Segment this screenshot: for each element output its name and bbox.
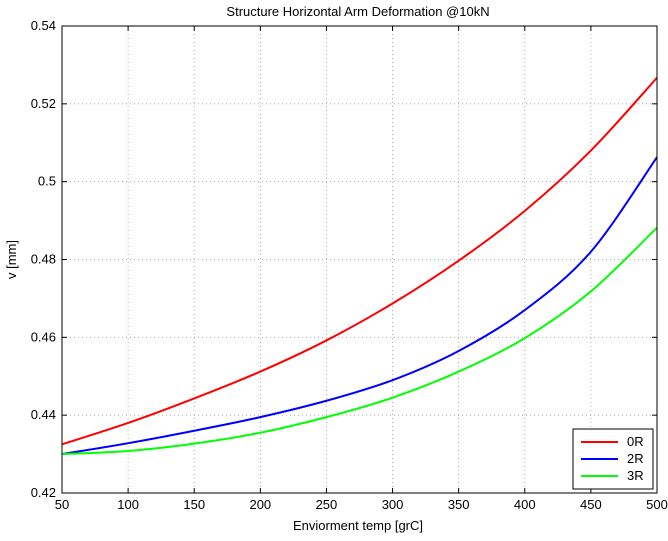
y-tick-label: 0.44 [31,407,56,422]
x-tick-label: 200 [249,497,271,512]
x-axis-label: Enviorment temp [grC] [293,518,423,533]
x-tick-label: 250 [316,497,338,512]
legend: 0R 2R 3R [572,428,654,490]
x-tick-label: 150 [183,497,205,512]
legend-label-2r: 2R [627,451,644,466]
y-tick-label: 0.54 [31,18,56,33]
x-tick-label: 300 [382,497,404,512]
x-tick-label: 350 [448,497,470,512]
y-tick-label: 0.48 [31,252,56,267]
legend-label-3r: 3R [627,468,644,483]
x-tick-label: 400 [514,497,536,512]
y-tick-label: 0.5 [38,174,56,189]
x-tick-label: 50 [55,497,69,512]
y-tick-label: 0.42 [31,485,56,500]
y-axis-tick-labels: 0.42 0.44 0.46 0.48 0.5 0.52 0.54 [31,18,56,500]
legend-label-0r: 0R [627,434,644,449]
y-tick-label: 0.46 [31,329,56,344]
series-line-0r [61,77,658,446]
x-tick-label: 500 [646,497,668,512]
x-tick-label: 100 [117,497,139,512]
chart-title: Structure Horizontal Arm Deformation @10… [226,4,489,19]
series-line-2r [61,156,658,456]
series-line-3r [61,226,658,456]
axis-ticks [61,25,658,494]
x-tick-label: 450 [580,497,602,512]
y-axis-label: v [mm] [4,240,19,279]
series-lines [61,77,658,456]
y-tick-label: 0.52 [31,96,56,111]
plot-area-frame [61,25,658,494]
x-axis-tick-labels: 50 100 150 200 250 300 350 400 450 500 [55,497,668,512]
grid-lines [62,26,657,493]
